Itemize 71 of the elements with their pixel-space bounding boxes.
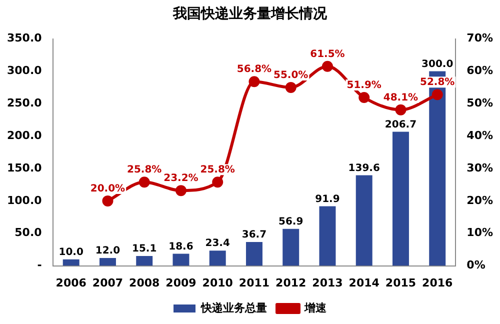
point [138, 176, 150, 188]
data-label: 139.6 [348, 162, 380, 174]
bar [99, 258, 116, 266]
bar [282, 228, 300, 266]
y2-tick-label: 40% [466, 128, 494, 142]
data-label: 91.9 [315, 194, 340, 205]
bar [172, 254, 190, 266]
y2-tick-label: 60% [466, 64, 494, 78]
data-label: 23.2% [164, 173, 198, 184]
bar [209, 250, 226, 266]
y-tick-label: - [37, 258, 42, 272]
x-tick-label: 2015 [385, 276, 416, 290]
y-tick-label: 250.0 [6, 96, 42, 110]
point [395, 104, 406, 116]
data-label: 48.1% [383, 92, 418, 104]
y-tick-label: 300.0 [6, 64, 42, 78]
data-label: 36.7 [242, 230, 267, 241]
bar [319, 206, 336, 266]
data-label: 56.9 [278, 216, 304, 228]
data-label: 56.8% [236, 64, 272, 76]
data-label: 51.9% [346, 80, 382, 92]
x-tick-label: 2007 [92, 276, 124, 290]
chart-title: 我国快递业务量增长情况 [172, 5, 328, 22]
x-tick-label: 2013 [312, 276, 343, 290]
y2-tick-label: 50% [466, 96, 494, 110]
bar [246, 242, 262, 266]
data-label: 15.1 [132, 244, 157, 255]
data-label: 25.8% [127, 164, 162, 176]
data-label: 300.0 [422, 58, 454, 70]
point [322, 60, 333, 72]
y2-tick-label: 0% [466, 258, 486, 272]
bar [392, 132, 409, 266]
legend-label: 快递业务总量 [200, 301, 267, 314]
bar [62, 259, 80, 266]
point [212, 176, 224, 188]
x-tick-label: 2006 [56, 276, 87, 290]
data-label: 52.8% [420, 77, 455, 88]
point [358, 92, 370, 103]
x-tick-label: 2016 [422, 276, 454, 290]
y-tick-label: 100.0 [6, 194, 42, 207]
x-tick-label: 2010 [202, 276, 234, 290]
y2-tick-label: 70% [466, 32, 494, 45]
point [175, 185, 186, 196]
point [102, 195, 114, 206]
data-label: 25.8% [200, 164, 235, 176]
y2-tick-label: 20% [466, 194, 494, 207]
data-label: 12.0 [95, 246, 120, 257]
x-tick-label: 2009 [166, 276, 196, 290]
x-tick-label: 2008 [129, 276, 160, 290]
data-label: 20.0% [90, 184, 126, 195]
point [432, 89, 443, 100]
data-label: 55.0% [274, 70, 308, 82]
point [248, 76, 260, 88]
y-tick-label: 200.0 [6, 128, 42, 142]
y2-tick-label: 10% [466, 226, 494, 240]
data-label: 10.0 [58, 246, 84, 258]
point [285, 82, 296, 93]
x-tick-label: 2012 [276, 276, 306, 290]
y2-tick-label: 30% [466, 161, 494, 174]
y-tick-label: 350.0 [6, 32, 42, 45]
y-tick-label: 150.0 [6, 161, 42, 174]
data-label: 18.6 [168, 241, 194, 252]
x-tick-label: 2014 [348, 276, 380, 290]
x-tick-label: 2011 [238, 276, 270, 290]
data-label: 206.7 [384, 119, 417, 130]
data-label: 61.5% [310, 48, 345, 60]
y-tick-label: 50.0 [14, 226, 42, 240]
data-label: 23.4 [205, 238, 230, 250]
bar [136, 256, 153, 266]
legend-label: 增速 [304, 301, 328, 314]
bar [356, 175, 372, 266]
